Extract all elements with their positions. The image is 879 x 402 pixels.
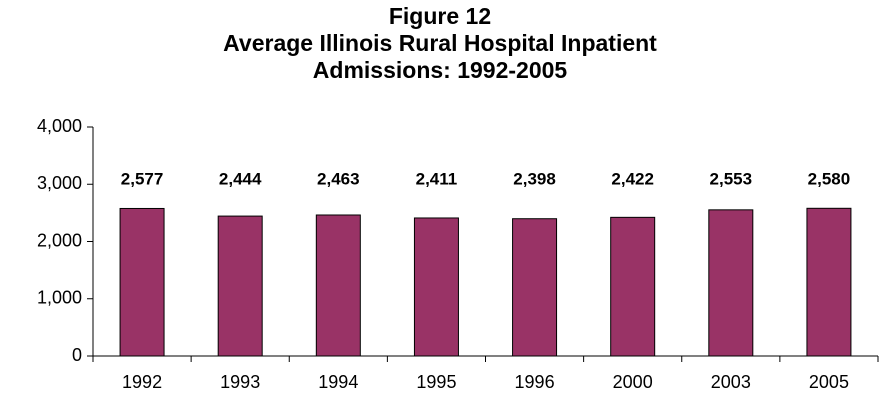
x-tick-label: 2003 bbox=[711, 372, 751, 392]
x-tick-label: 1996 bbox=[515, 372, 555, 392]
data-label: 2,580 bbox=[808, 169, 851, 188]
x-tick-label: 1994 bbox=[318, 372, 358, 392]
bar bbox=[806, 207, 852, 357]
bar bbox=[217, 215, 263, 357]
bar bbox=[512, 218, 558, 357]
data-label: 2,398 bbox=[513, 169, 556, 188]
data-label: 2,463 bbox=[317, 169, 360, 188]
bar bbox=[610, 216, 656, 357]
data-label: 2,553 bbox=[710, 169, 753, 188]
data-label: 2,444 bbox=[219, 169, 262, 188]
data-label: 2,577 bbox=[121, 169, 164, 188]
chart-title: Figure 12 bbox=[389, 3, 491, 29]
bar bbox=[413, 217, 459, 357]
x-tick-label: 1993 bbox=[220, 372, 260, 392]
y-tick-label: 4,000 bbox=[37, 116, 82, 136]
y-tick-label: 3,000 bbox=[37, 173, 82, 193]
data-label: 2,411 bbox=[416, 169, 458, 188]
y-tick-label: 2,000 bbox=[37, 230, 82, 250]
bar bbox=[708, 209, 754, 357]
data-label: 2,422 bbox=[611, 169, 654, 188]
x-tick-label: 2005 bbox=[809, 372, 849, 392]
y-tick-label: 1,000 bbox=[37, 288, 82, 308]
x-tick-label: 2000 bbox=[613, 372, 653, 392]
y-tick-label: 0 bbox=[72, 345, 82, 365]
x-tick-label: 1992 bbox=[122, 372, 162, 392]
bar bbox=[315, 214, 361, 357]
x-tick-label: 1995 bbox=[416, 372, 456, 392]
bar bbox=[119, 207, 165, 357]
chart-title: Average Illinois Rural Hospital Inpatien… bbox=[223, 30, 657, 56]
chart-title: Admissions: 1992-2005 bbox=[313, 57, 568, 83]
